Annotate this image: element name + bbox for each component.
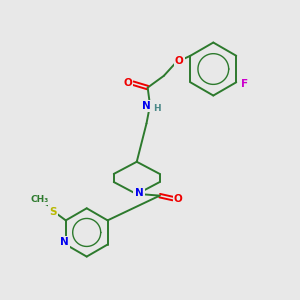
Text: N: N [60,237,69,247]
Text: O: O [174,194,183,204]
Text: CH₃: CH₃ [30,195,48,204]
Text: S: S [50,206,57,217]
Text: O: O [175,56,184,66]
Text: H: H [153,104,160,113]
Text: F: F [241,79,248,89]
Text: O: O [123,78,132,88]
Text: N: N [135,188,143,198]
Text: N: N [142,101,150,111]
